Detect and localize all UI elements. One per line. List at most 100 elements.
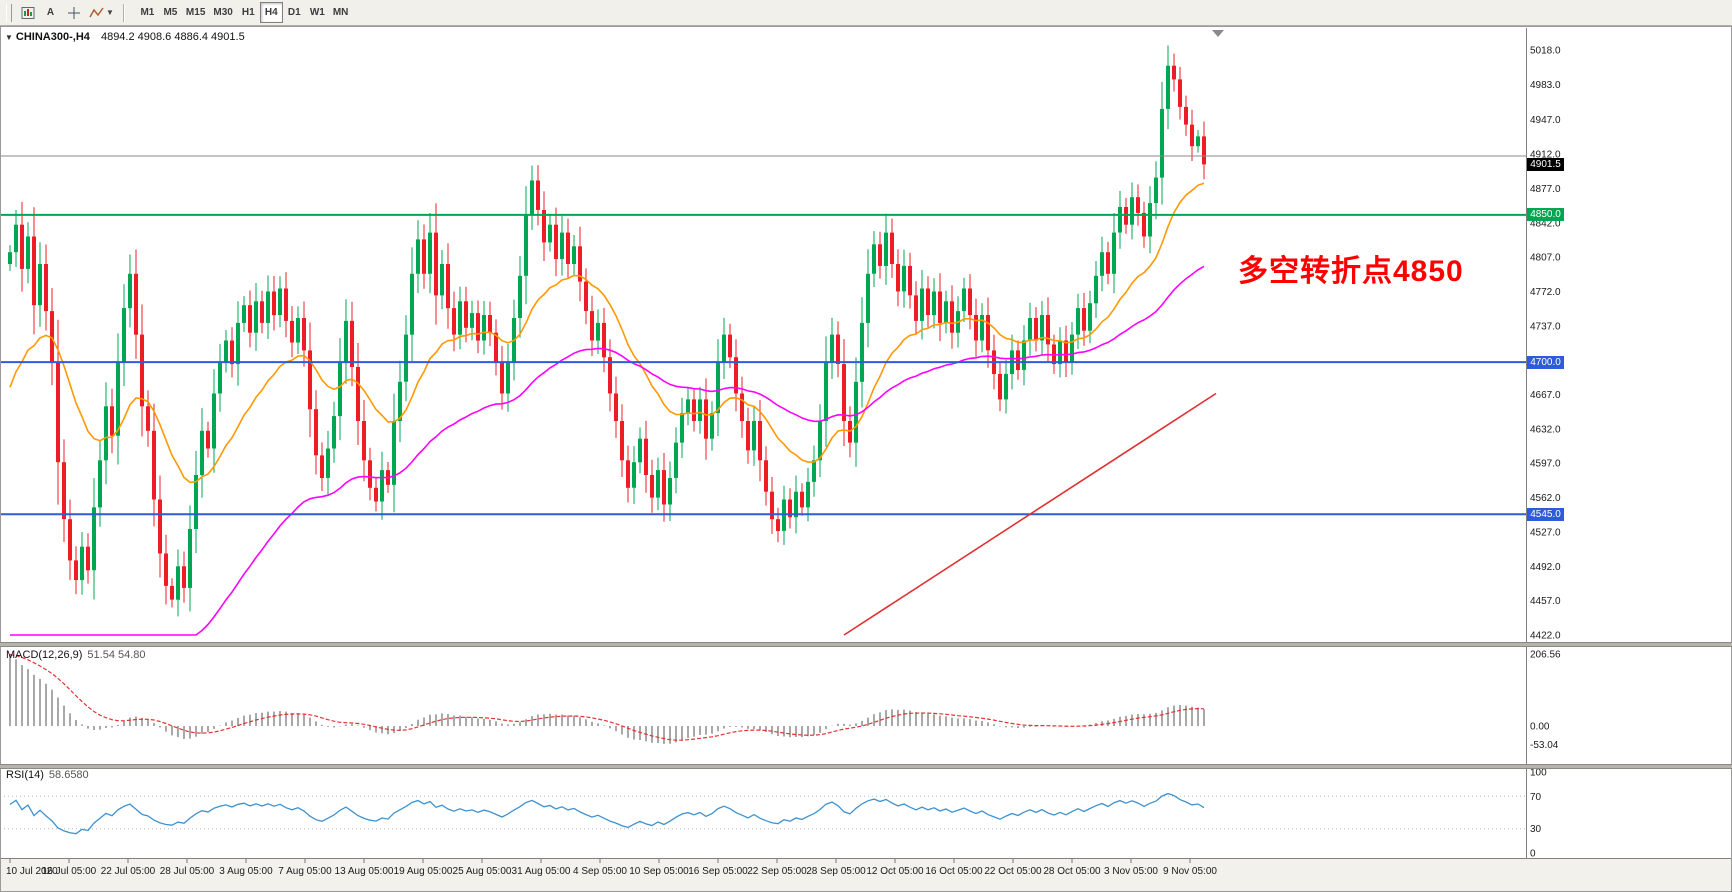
candle-body	[644, 438, 648, 475]
timeframe-m15[interactable]: M15	[182, 2, 209, 23]
candle-body	[1160, 108, 1164, 178]
candle-body	[1088, 303, 1092, 331]
candle-body	[362, 421, 366, 461]
crosshair-tool-button[interactable]	[62, 2, 85, 23]
candle-body	[434, 232, 438, 296]
price-axis-label: 4632.0	[1530, 424, 1561, 435]
price-axis[interactable]: 5018.0 4983.0 4947.0 4912.0 4877.0 4842.0 4807…	[1530, 46, 1561, 642]
chart-shift-marker-icon[interactable]	[1212, 30, 1224, 37]
candle-body	[866, 273, 870, 323]
candle-body	[704, 399, 708, 439]
date-label: 16 Jul 05:00	[42, 866, 97, 877]
candle-body	[734, 357, 738, 394]
candle-body	[278, 288, 282, 315]
macd-histogram	[9, 655, 1205, 744]
candle-body	[446, 264, 450, 309]
timeframe-m5[interactable]: M5	[159, 2, 182, 23]
timeframe-m1[interactable]: M1	[136, 2, 159, 23]
candle-body	[188, 529, 192, 588]
candle-body	[8, 252, 12, 264]
candle-body	[1022, 340, 1026, 370]
trendline[interactable]	[843, 392, 1217, 636]
candle-body	[836, 334, 840, 364]
date-label: 10 Jul 2020	[6, 866, 58, 877]
candle-body	[776, 519, 780, 531]
candle-body	[764, 460, 768, 492]
candle-body	[842, 364, 846, 421]
candle-body	[680, 413, 684, 443]
ma-slow-line[interactable]	[10, 265, 1205, 636]
timeframe-h4[interactable]: H4	[259, 2, 283, 23]
candle-body	[626, 460, 630, 488]
price-tag-4850.0: 4850.0	[1527, 208, 1564, 222]
candle-body	[320, 455, 324, 478]
candle-body	[710, 413, 714, 439]
ma-fast-line[interactable]	[9, 182, 1205, 484]
panel-separator-macd[interactable]	[0, 642, 1732, 647]
candle-body	[686, 399, 690, 414]
candle-body	[218, 362, 222, 394]
date-label: 9 Nov 05:00	[1163, 866, 1217, 877]
shapes-tool-button[interactable]: ▼	[85, 2, 118, 23]
candle-body	[134, 273, 138, 335]
panel-separator-rsi[interactable]	[0, 764, 1732, 769]
candle-body	[602, 322, 606, 358]
chart-window-icon[interactable]	[16, 2, 39, 23]
candle-body	[902, 265, 906, 292]
candle-body	[248, 305, 252, 333]
candle-body	[854, 381, 858, 443]
macd-axis-label: 206.56	[1530, 650, 1561, 661]
candle-body	[260, 301, 264, 323]
candle-body	[272, 291, 276, 316]
candle-body	[560, 232, 564, 260]
candle-body	[1106, 252, 1110, 274]
text-tool-button[interactable]: A	[39, 2, 62, 23]
candle-body	[1100, 252, 1104, 276]
price-axis-label: 4562.0	[1530, 493, 1561, 504]
price-tag-4901.5: 4901.5	[1527, 157, 1564, 171]
candle-body	[176, 566, 180, 600]
toolbar-drag-handle[interactable]	[6, 3, 12, 22]
candle-body	[104, 406, 108, 461]
candle-body	[620, 421, 624, 461]
candle-body	[302, 318, 306, 351]
candle-body	[788, 499, 792, 518]
candle-body	[1064, 340, 1068, 363]
macd-axis-label: 0.00	[1530, 722, 1550, 733]
date-label: 12 Oct 05:00	[866, 866, 924, 877]
date-label: 7 Aug 05:00	[278, 866, 332, 877]
candle-body	[182, 566, 186, 588]
candle-body	[374, 487, 378, 502]
chart-annotation-text[interactable]: 多空转折点4850	[1238, 255, 1464, 288]
candle-body	[938, 291, 942, 323]
macd-axis[interactable]: 206.56 0.00 -53.04	[1530, 650, 1561, 752]
candle-body	[338, 362, 342, 417]
timeframe-mn[interactable]: MN	[329, 2, 353, 23]
timeframe-m30[interactable]: M30	[209, 2, 236, 23]
candle-body	[1004, 373, 1008, 400]
price-tag-4545.0: 4545.0	[1527, 507, 1564, 521]
candle-body	[86, 546, 90, 571]
candle-body	[578, 246, 582, 282]
timeframe-group: M1 M5 M15 M30 H1 H4 D1 W1 MN	[136, 2, 352, 23]
horizontal-lines[interactable]	[0, 155, 1526, 516]
timeframe-d1[interactable]: D1	[283, 2, 306, 23]
candle-body	[722, 334, 726, 363]
timeframe-w1[interactable]: W1	[306, 2, 329, 23]
candle-body	[290, 320, 294, 343]
candle-body	[116, 362, 120, 436]
candle-body	[128, 273, 132, 309]
timeframe-h1[interactable]: H1	[237, 2, 260, 23]
symbol-dropdown-icon[interactable]: ▼	[5, 33, 13, 42]
candle-body	[1082, 308, 1086, 331]
date-label: 31 Aug 05:00	[512, 866, 571, 877]
candle-body	[590, 311, 594, 341]
candle-body	[1166, 65, 1170, 109]
candle-body	[806, 481, 810, 508]
candle-body	[962, 288, 966, 312]
rsi-axis[interactable]: 100 70 30 0	[1530, 768, 1547, 860]
price-axis-label: 4457.0	[1530, 596, 1561, 607]
candle-body	[986, 315, 990, 351]
